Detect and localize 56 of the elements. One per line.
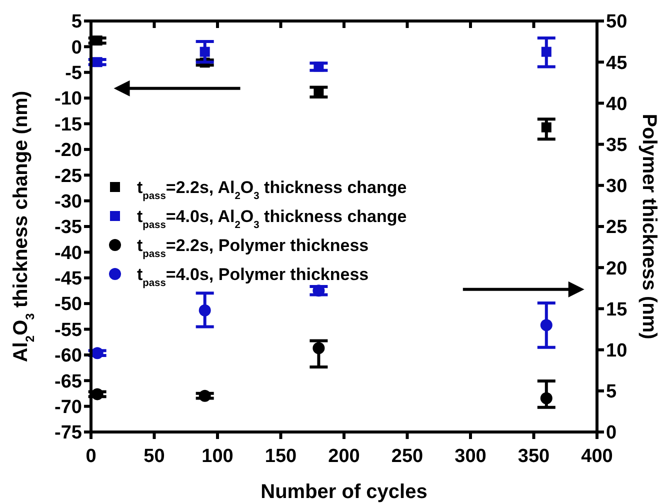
y-tick-label: -40 (54, 242, 82, 264)
y-tick-label: 5 (71, 12, 82, 33)
y-tick-label: -55 (54, 320, 82, 341)
x-tick-label: 150 (264, 446, 297, 467)
point (200, 46, 210, 57)
x-tick-label: 100 (202, 446, 234, 467)
y2-tick-label: 5 (606, 382, 617, 403)
point (91, 347, 104, 360)
y-tick-label: 0 (71, 37, 82, 58)
y-tick-label: -25 (54, 166, 82, 187)
y2-axis-title: Polymer thickness (nm) (638, 114, 660, 340)
legend-label: t$_{pass}$=4.0s, Polymer thickness (137, 264, 369, 288)
point (314, 62, 324, 72)
x-tick-label: 0 (86, 446, 96, 467)
y2-tick-label: 10 (606, 340, 628, 362)
y-tick-label: -50 (54, 294, 82, 316)
y2-tick-label: 45 (606, 52, 628, 74)
y-tick-label: -65 (54, 371, 82, 392)
point (198, 390, 211, 402)
y-tick-label: -15 (54, 114, 82, 136)
y-tick-label: -45 (54, 268, 82, 290)
point (541, 122, 552, 132)
y-tick-label: -20 (54, 140, 82, 162)
y2-tick-label: 20 (606, 258, 628, 280)
x-tick-label: 200 (328, 446, 360, 467)
legend-label: t$_{pass}$=2.2s, Polymer thickness (137, 236, 369, 260)
point (92, 57, 102, 68)
y-tick-label: -30 (54, 191, 82, 212)
y-tick-label: -60 (54, 346, 82, 367)
y2-tick-label: 25 (606, 217, 628, 238)
legend-label: t$_{pass}$=2.2s, Al$_{2}$O$_{3}$ thickness change (137, 178, 407, 202)
y2-tick-label: 40 (606, 94, 628, 115)
point (91, 388, 104, 400)
y2-tick-label: 35 (606, 134, 628, 156)
point (541, 46, 552, 57)
y2-tick-label: 30 (606, 176, 628, 198)
y2-tick-label: 50 (606, 12, 628, 33)
point (312, 342, 325, 354)
y-tick-label: -35 (54, 217, 82, 238)
legend-label: t$_{pass}$=4.0s, Al$_{2}$O$_{3}$ thickness change (137, 206, 407, 230)
y-tick-label: -75 (54, 422, 82, 444)
y2-tick-label: 15 (606, 299, 628, 320)
point (540, 319, 552, 332)
point (198, 304, 211, 316)
y-tick-label: -10 (54, 88, 82, 110)
x-tick-label: 400 (581, 446, 613, 467)
x-axis-title: Number of cycles (260, 481, 428, 503)
y-tick-label: -5 (65, 63, 82, 84)
x-tick-label: 350 (518, 446, 550, 467)
x-tick-label: 300 (454, 446, 486, 467)
x-tick-label: 50 (144, 446, 165, 467)
point (540, 392, 552, 404)
y2-tick-label: 0 (606, 422, 617, 444)
x-tick-label: 250 (391, 446, 424, 467)
point (312, 284, 325, 297)
y-tick-label: -70 (54, 396, 82, 418)
